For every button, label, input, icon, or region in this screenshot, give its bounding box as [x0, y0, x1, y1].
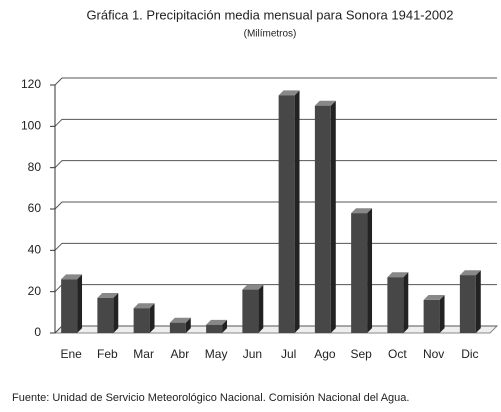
bar-side: [439, 295, 445, 333]
bar-top: [278, 90, 300, 96]
bar-front: [206, 324, 223, 333]
bar: [278, 90, 300, 333]
y-tick-label: 80: [28, 160, 42, 174]
bar: [61, 274, 83, 333]
chart-title: Gráfica 1. Precipitación media mensual p…: [86, 7, 453, 22]
bar: [459, 270, 481, 333]
bar-front: [387, 277, 404, 333]
grid-line: [54, 201, 497, 210]
bar-front: [314, 105, 331, 334]
bar-front: [169, 322, 186, 333]
x-tick-label: Ene: [60, 347, 82, 361]
bar: [97, 292, 119, 333]
bar: [387, 272, 409, 333]
bar-front: [278, 95, 295, 333]
bar-top: [133, 303, 155, 309]
bar-front: [351, 213, 368, 333]
y-tick-label: 120: [21, 77, 41, 91]
bar-side: [113, 292, 119, 333]
bar-front: [61, 279, 78, 333]
bar: [314, 100, 336, 334]
x-tick-label: Jun: [243, 347, 262, 361]
grid-line: [54, 77, 497, 86]
bar-side: [185, 317, 191, 333]
bar-side: [330, 100, 336, 334]
bar: [242, 284, 264, 333]
y-tick-label: 0: [34, 325, 41, 339]
bar-side: [475, 270, 481, 333]
bar-side: [222, 319, 228, 333]
bar: [423, 295, 445, 333]
x-tick-label: Oct: [388, 347, 407, 361]
bar-top: [314, 100, 336, 106]
bar: [351, 208, 373, 333]
bar-front: [423, 299, 440, 333]
x-tick-label: Dic: [461, 347, 478, 361]
y-tick-label: 20: [28, 284, 42, 298]
bar-top: [169, 317, 191, 323]
x-tick-label: Jul: [281, 347, 296, 361]
x-tick-label: Feb: [97, 347, 118, 361]
bar-side: [258, 284, 264, 333]
bar: [133, 303, 155, 333]
source-note: Fuente: Unidad de Servicio Meteorológico…: [12, 392, 409, 404]
y-tick-label: 40: [28, 243, 42, 257]
bar-front: [242, 289, 259, 333]
bar-top: [423, 295, 445, 300]
bar-top: [459, 270, 481, 276]
bar-top: [242, 284, 264, 290]
grid-line: [54, 118, 497, 127]
bar-front: [133, 308, 150, 333]
x-tick-label: Abr: [171, 347, 190, 361]
bar-front: [97, 297, 114, 333]
x-tick-label: Nov: [423, 347, 444, 361]
bar-front: [459, 275, 476, 333]
x-tick-label: Ago: [314, 347, 336, 361]
bar-side: [367, 208, 373, 333]
bar-top: [387, 272, 409, 278]
bar-side: [294, 90, 300, 333]
bar-side: [403, 272, 409, 333]
y-tick-label: 60: [28, 201, 42, 215]
grid-line: [54, 160, 497, 169]
chart-subtitle: (Milímetros): [244, 29, 297, 40]
bar-side: [77, 274, 83, 333]
x-tick-label: Mar: [133, 347, 154, 361]
x-tick-label: Sep: [350, 347, 372, 361]
grid-line: [54, 242, 497, 251]
bar-top: [97, 292, 119, 298]
bar-top: [61, 274, 83, 280]
bar: [169, 317, 191, 333]
grid-line: [54, 284, 497, 293]
bar-top: [206, 319, 228, 325]
bar: [206, 319, 228, 333]
bar-top: [351, 208, 373, 214]
y-tick-label: 100: [21, 119, 41, 133]
bar-side: [149, 303, 155, 333]
x-tick-label: May: [205, 347, 228, 361]
